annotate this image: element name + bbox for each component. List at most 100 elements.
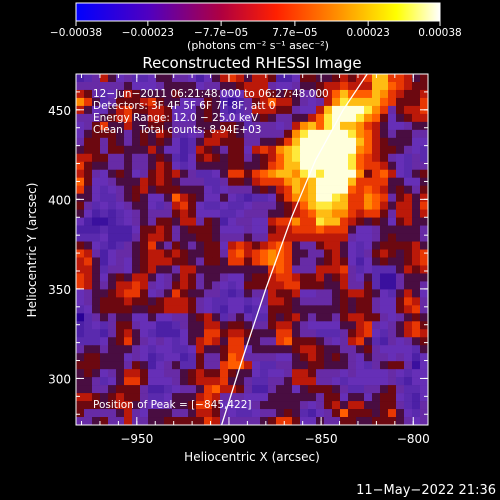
heatmap-cell: [356, 129, 365, 139]
heatmap-cell: [276, 361, 285, 370]
heatmap-cell: [252, 161, 261, 171]
heatmap-cell: [92, 209, 101, 218]
heatmap-cell: [172, 265, 181, 274]
heatmap-cell: [124, 89, 133, 99]
heatmap-cell: [76, 185, 85, 194]
heatmap-cell: [212, 369, 221, 378]
heatmap-cell: [284, 417, 293, 425]
heatmap-cell: [116, 369, 125, 378]
heatmap-cell: [420, 185, 428, 194]
heatmap-cell: [276, 265, 285, 274]
heatmap-cell: [116, 337, 125, 346]
heatmap-cell: [348, 265, 357, 274]
heatmap-cell: [180, 225, 189, 234]
heatmap-cell: [356, 265, 365, 274]
heatmap-cell: [188, 97, 197, 107]
heatmap-cell: [324, 377, 333, 386]
heatmap-cell: [236, 297, 245, 306]
heatmap-cell: [188, 393, 197, 402]
heatmap-cell: [340, 345, 349, 354]
heatmap-cell: [236, 273, 245, 282]
heatmap-cell: [76, 121, 85, 131]
heatmap-cell: [188, 273, 197, 282]
heatmap-cell: [156, 353, 165, 362]
heatmap-cell: [196, 417, 205, 425]
heatmap-cell: [420, 329, 428, 338]
heatmap-cell: [316, 161, 325, 171]
heatmap-cell: [172, 401, 181, 410]
heatmap-cell: [276, 121, 285, 131]
heatmap-cell: [372, 265, 381, 274]
heatmap-cell: [292, 313, 301, 322]
heatmap-cell: [396, 377, 405, 386]
heatmap-cell: [116, 353, 125, 362]
heatmap-cell: [180, 153, 189, 163]
heatmap-cell: [212, 177, 221, 186]
heatmap-cell: [396, 169, 405, 179]
heatmap-cell: [372, 185, 381, 194]
heatmap-cell: [188, 225, 197, 234]
heatmap-cell: [404, 105, 413, 115]
heatmap-cell: [244, 257, 253, 266]
heatmap-cell: [100, 321, 109, 330]
heatmap-cell: [396, 353, 405, 362]
heatmap-cell: [252, 345, 261, 354]
heatmap-cell: [156, 177, 165, 186]
heatmap-cell: [412, 377, 421, 386]
heatmap-cell: [148, 313, 157, 322]
heatmap-cell: [244, 121, 253, 131]
heatmap-cell: [380, 377, 389, 386]
heatmap-cell: [132, 417, 141, 425]
heatmap-cell: [284, 289, 293, 298]
heatmap-cell: [356, 401, 365, 410]
heatmap-cell: [164, 377, 173, 386]
heatmap-cell: [244, 193, 253, 202]
heatmap-cell: [372, 297, 381, 306]
heatmap-cell: [228, 361, 237, 370]
heatmap-cell: [180, 241, 189, 250]
heatmap-cell: [116, 145, 125, 155]
heatmap-cell: [116, 137, 125, 147]
heatmap-cell: [204, 409, 213, 418]
heatmap-cell: [180, 217, 189, 226]
heatmap-cell: [132, 185, 141, 194]
heatmap-cell: [372, 393, 381, 402]
heatmap-cell: [380, 74, 389, 83]
heatmap-cell: [372, 233, 381, 242]
heatmap-cell: [332, 185, 341, 194]
heatmap-cell: [396, 74, 405, 83]
heatmap-cell: [380, 289, 389, 298]
heatmap-cell: [220, 201, 229, 210]
heatmap-cell: [380, 401, 389, 410]
heatmap-cell: [84, 345, 93, 354]
heatmap-cell: [412, 345, 421, 354]
heatmap-cell: [108, 401, 117, 410]
heatmap-cell: [252, 297, 261, 306]
heatmap-cell: [388, 81, 397, 91]
heatmap-cell: [276, 345, 285, 354]
heatmap-cell: [308, 329, 317, 338]
heatmap-cell: [92, 305, 101, 314]
heatmap-cell: [324, 129, 333, 139]
heatmap-cell: [84, 401, 93, 410]
heatmap-cell: [164, 369, 173, 378]
heatmap-cell: [324, 289, 333, 298]
heatmap-cell: [300, 217, 309, 226]
heatmap-cell: [220, 417, 229, 425]
heatmap-cell: [332, 369, 341, 378]
heatmap-cell: [180, 393, 189, 402]
heatmap-cell: [180, 265, 189, 274]
heatmap-cell: [188, 193, 197, 202]
heatmap-cell: [84, 193, 93, 202]
heatmap-cell: [404, 417, 413, 425]
heatmap-cell: [92, 217, 101, 226]
heatmap-cell: [196, 153, 205, 163]
heatmap-cell: [84, 353, 93, 362]
heatmap-cell: [284, 201, 293, 210]
heatmap-cell: [380, 201, 389, 210]
heatmap-cell: [420, 121, 428, 131]
heatmap-cell: [172, 369, 181, 378]
heatmap-cell: [364, 281, 373, 290]
heatmap-cell: [116, 321, 125, 330]
heatmap-cell: [244, 113, 253, 123]
